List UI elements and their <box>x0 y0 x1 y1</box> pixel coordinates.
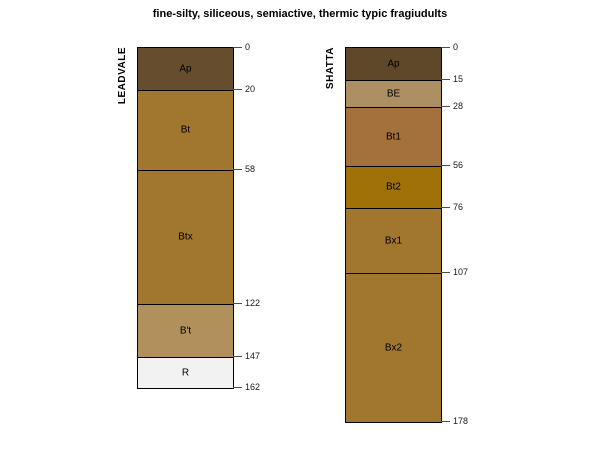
depth-tick <box>441 206 450 208</box>
horizon-label: Ap <box>179 63 192 75</box>
depth-label: 107 <box>453 266 469 277</box>
horizon-label: Ap <box>387 58 400 70</box>
depth-tick <box>233 387 242 389</box>
depth-label: 122 <box>245 298 261 309</box>
horizon-bx1: Bx1 <box>346 207 441 273</box>
depth-tick <box>441 164 450 166</box>
depth-label: 178 <box>453 415 469 426</box>
depth-tick <box>233 47 242 48</box>
horizon-label: B't <box>179 325 192 337</box>
depth-tick <box>441 271 450 273</box>
horizon-label: Bt2 <box>385 181 401 193</box>
profile-column: Ap BE Bt1 Bt2 Bx1 Bx2 <box>345 47 442 423</box>
depth-label: 15 <box>453 73 464 84</box>
depth-tick <box>233 168 242 170</box>
horizon-label: R <box>181 367 190 379</box>
horizon-ap: Ap <box>138 48 233 90</box>
profile-id-label: LEADVALE <box>117 47 128 105</box>
depth-label: 0 <box>245 42 251 52</box>
depth-label: 28 <box>453 100 464 111</box>
horizon-bx2: Bx2 <box>346 272 441 422</box>
depth-label: 20 <box>245 84 256 94</box>
depth-tick <box>233 355 242 357</box>
profile-column: Ap Bt Btx B't R <box>137 47 234 390</box>
depth-tick <box>441 420 450 422</box>
depth-label: 58 <box>245 163 256 174</box>
horizon-label: Bx1 <box>384 235 403 247</box>
horizon-label: Bt1 <box>385 131 401 143</box>
horizon-bt2: Bt2 <box>346 165 441 208</box>
horizon-label: Bx2 <box>384 342 403 354</box>
depth-label: 147 <box>245 350 261 361</box>
depth-tick <box>441 105 450 107</box>
profile-id-label: SHATTA <box>325 47 336 90</box>
horizon-bt1: Bt1 <box>346 106 441 166</box>
horizon-label: BE <box>386 88 401 100</box>
horizon-label: Btx <box>178 231 193 243</box>
depth-label: 0 <box>453 42 459 52</box>
depth-tick <box>233 303 242 305</box>
depth-label: 162 <box>245 382 261 393</box>
horizon-be: BE <box>346 79 441 107</box>
depth-label: 56 <box>453 159 464 170</box>
horizon-label: Bt <box>180 124 191 136</box>
horizon-btx: Btx <box>138 169 233 305</box>
depth-tick <box>441 78 450 80</box>
depth-label: 76 <box>453 201 464 212</box>
horizon-r: R <box>138 356 233 389</box>
depth-tick <box>441 47 450 48</box>
horizon-bt: Bt <box>138 90 233 170</box>
depth-tick <box>233 89 242 90</box>
horizon-ap: Ap <box>346 48 441 80</box>
horizon-bt: B't <box>138 304 233 357</box>
plot-title: fine-silty, siliceous, semiactive, therm… <box>152 8 448 20</box>
